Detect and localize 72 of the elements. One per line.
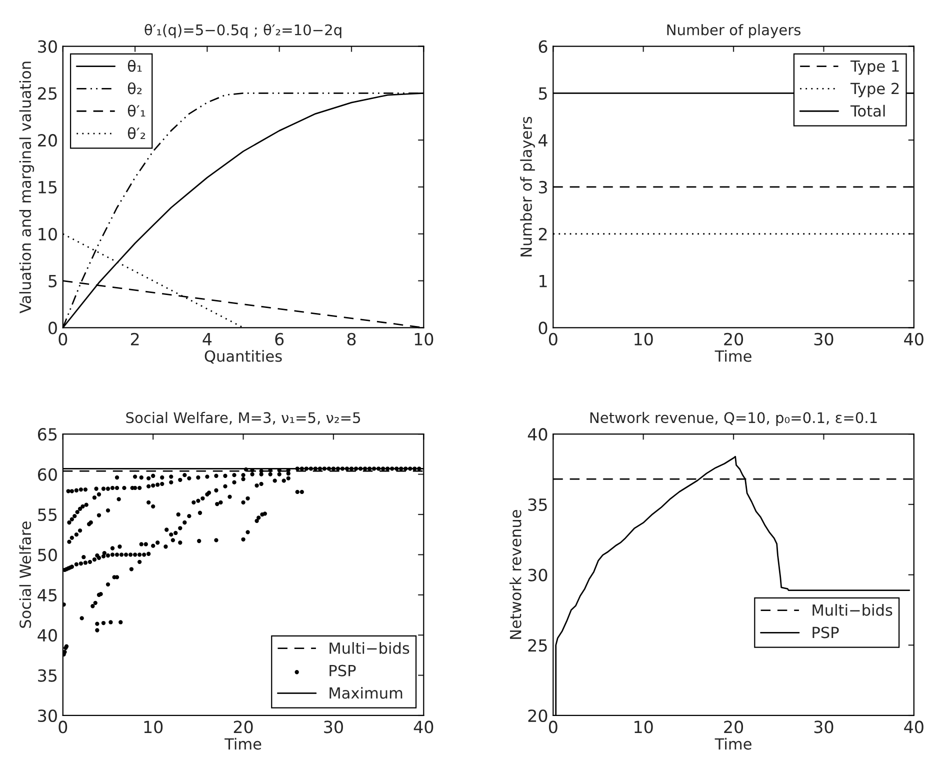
x-tick-label: 10 [634,332,653,346]
y-tick-label: 45 [38,589,57,602]
x-tick-label: 0 [548,720,558,734]
y-tick-label: 4 [538,134,548,146]
x-tick-label: 8 [347,332,356,346]
x-axis-title: Time [714,738,752,750]
y-tick-label: 40 [528,428,548,441]
y-tick-label: 3 [538,180,547,194]
x-tick-label: 20 [234,720,253,734]
legend-label: Type 2 [850,82,899,98]
x-tick-label: 20 [724,332,744,346]
y-tick-label: 0 [48,322,57,334]
x-axis-title: Time [224,738,262,750]
x-axis-title: Time [714,350,752,362]
y-tick-label: 60 [38,468,57,481]
y-tick-label: 15 [38,181,57,194]
legend-label: θ′₁ [128,104,146,117]
y-tick-label: 35 [528,498,547,511]
x-tick-label: 20 [724,720,744,734]
chart-title: Number of players [667,24,800,38]
y-tick-label: 35 [38,669,57,682]
x-tick-label: 40 [904,720,924,734]
y-tick-label: 0 [538,322,548,334]
legend-label: PSP [330,664,356,676]
x-tick-label: 2 [130,332,139,346]
legend-label: Multi−bids [812,604,892,616]
x-tick-label: 40 [904,332,924,346]
y-axis-title: Social Welfare [19,522,32,628]
y-tick-label: 55 [38,508,57,522]
x-tick-label: 0 [548,332,558,346]
legend-label: Type 1 [850,60,899,75]
chart-title: Social Welfare, M=3, ν₁=5, ν₂=5 [126,412,360,425]
x-tick-label: 6 [275,332,284,346]
x-tick-label: 40 [414,720,434,734]
y-tick-label: 50 [38,548,57,562]
x-tick-label: 0 [58,332,68,346]
y-tick-label: 30 [528,568,548,582]
chart-title: Network revenue, Q=10, p₀=0.1, ε=0.1 [590,412,877,426]
legend-label: θ₁ [128,60,142,72]
y-tick-label: 2 [538,228,547,240]
y-tick-label: 30 [38,40,57,53]
x-tick-label: 10 [144,720,163,734]
y-tick-label: 25 [38,87,57,100]
y-tick-label: 20 [38,134,57,147]
y-tick-label: 65 [38,428,57,441]
y-tick-label: 5 [48,274,57,288]
x-axis-title: Quantities [204,350,282,364]
x-tick-label: 4 [202,333,212,346]
legend-label: Total [850,104,885,117]
y-axis-title: Network revenue [510,510,522,639]
y-tick-label: 40 [38,629,57,642]
x-tick-label: 10 [414,332,434,346]
y-tick-label: 20 [528,709,548,722]
x-tick-label: 30 [814,332,834,346]
y-tick-label: 1 [540,274,547,288]
legend-label: Multi−bids [330,642,410,654]
y-tick-label: 30 [38,709,57,722]
x-tick-label: 30 [324,720,343,734]
y-tick-label: 6 [538,40,548,53]
y-axis-title: Valuation and marginal valuation [19,62,34,314]
legend-label: θ₂ [128,82,142,94]
chart-title: θ′₁(q)=5−0.5q ; θ′₂=10−2q [144,24,342,38]
x-tick-label: 10 [634,720,653,734]
x-tick-label: 0 [58,720,68,734]
legend-label: PSP [812,626,839,638]
x-tick-label: 30 [814,720,834,734]
y-tick-label: 10 [38,228,57,240]
y-axis-title: Number of players [520,116,535,256]
y-tick-label: 25 [528,639,547,652]
legend-label: Maximum [330,686,402,699]
legend-label: θ′₂ [128,127,146,140]
y-tick-label: 5 [538,87,547,100]
